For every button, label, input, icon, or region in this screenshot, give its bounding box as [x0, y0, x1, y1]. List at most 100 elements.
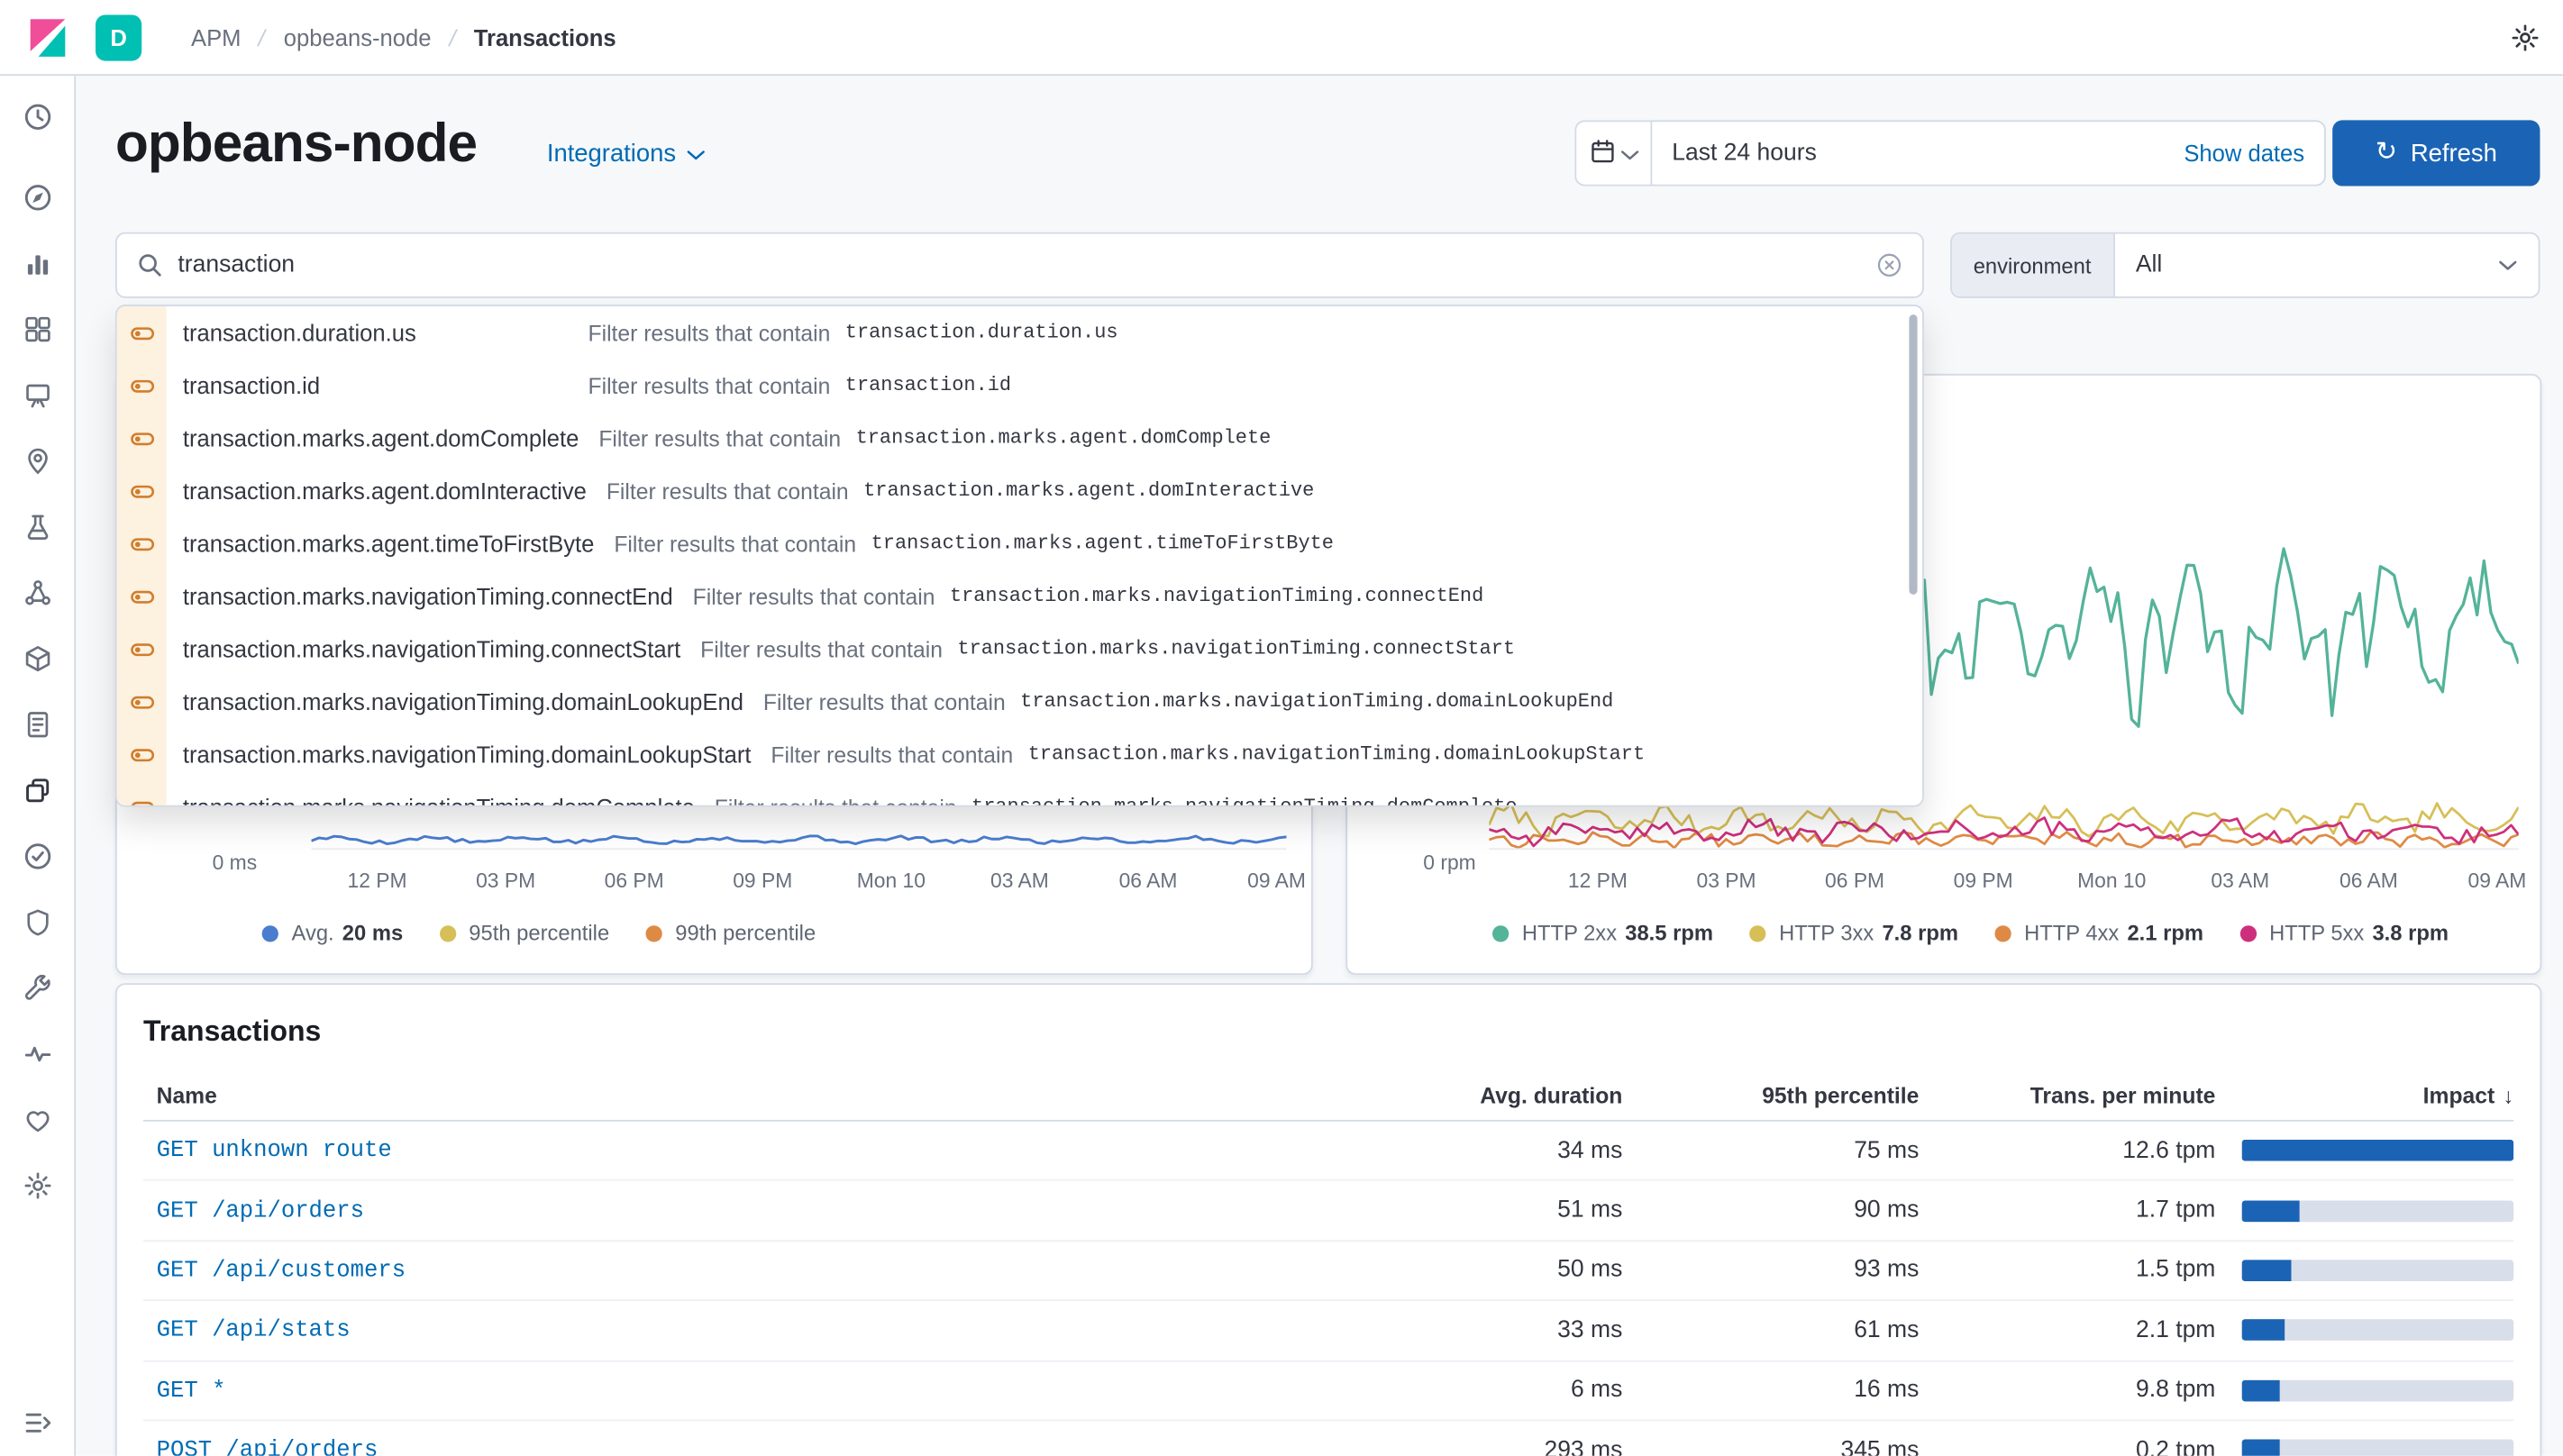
suggestion-item[interactable]: transaction.marks.agent.domInteractive F… — [116, 464, 1922, 517]
table-row[interactable]: GET /api/stats 33 ms 61 ms 2.1 tpm — [143, 1301, 2514, 1361]
nav-stack-monitoring-icon[interactable] — [0, 1021, 75, 1087]
date-range-button[interactable]: Last 24 hours Show dates — [1650, 120, 2326, 187]
nav-dev-tools-icon[interactable] — [0, 955, 75, 1021]
table-row[interactable]: GET /api/customers 50 ms 93 ms 1.5 tpm — [143, 1242, 2514, 1302]
legend-dot-icon — [1749, 924, 1766, 942]
legend-item[interactable]: 99th percentile — [645, 921, 816, 945]
breadcrumb-apm[interactable]: APM — [191, 23, 242, 50]
suggestion-item[interactable]: transaction.marks.navigationTiming.conne… — [116, 622, 1922, 676]
nav-visualize-icon[interactable] — [0, 231, 75, 296]
app-navigation-sidebar — [0, 76, 77, 1456]
clear-icon[interactable] — [1876, 252, 1902, 278]
legend-dot-icon — [261, 924, 278, 942]
kql-field-icon — [116, 359, 167, 412]
calendar-button[interactable] — [1574, 120, 1651, 187]
x-axis-tick: 09 AM — [2467, 869, 2527, 893]
nav-maps-icon[interactable] — [0, 428, 75, 494]
column-header-avg-duration[interactable]: Avg. duration — [1480, 1083, 1623, 1109]
legend-item[interactable]: HTTP 5xx 3.8 rpm — [2239, 921, 2449, 945]
nav-canvas-icon[interactable] — [0, 362, 75, 428]
column-header-impact[interactable]: Impact ↓ — [2422, 1083, 2514, 1109]
nav-security-icon[interactable] — [0, 889, 75, 955]
x-axis-tick: 09 PM — [733, 869, 793, 893]
avg-duration-cell: 33 ms — [1557, 1316, 1623, 1344]
y-axis-zero-label: 0 rpm — [1423, 851, 1476, 875]
nav-dashboard-icon[interactable] — [0, 296, 75, 362]
suggestion-item[interactable]: transaction.duration.us Filter results t… — [116, 305, 1922, 359]
environment-filter-label: environment — [1951, 233, 2115, 297]
transaction-link[interactable]: GET /api/customers — [156, 1258, 406, 1285]
nav-recently-viewed-icon[interactable] — [0, 84, 75, 150]
impact-bar — [2241, 1379, 2514, 1402]
x-axis-tick: 03 AM — [2211, 869, 2270, 893]
nav-apm-icon[interactable] — [0, 758, 75, 824]
table-row[interactable]: POST /api/orders 293 ms 345 ms 0.2 tpm — [143, 1421, 2514, 1456]
column-header-95th[interactable]: 95th percentile — [1762, 1083, 1920, 1109]
suggestion-item[interactable]: transaction.marks.agent.timeToFirstByte … — [116, 516, 1922, 570]
nav-infrastructure-icon[interactable] — [0, 626, 75, 692]
nav-logs-icon[interactable] — [0, 692, 75, 758]
p95-cell: 345 ms — [1840, 1437, 1920, 1456]
suggestion-item[interactable]: transaction.marks.navigationTiming.conne… — [116, 569, 1922, 623]
kql-field-icon — [116, 305, 167, 359]
suggestion-item[interactable]: transaction.marks.navigationTiming.domai… — [116, 675, 1922, 728]
avg-duration-cell: 34 ms — [1557, 1137, 1623, 1164]
table-row[interactable]: GET unknown route 34 ms 75 ms 12.6 tpm — [143, 1122, 2514, 1182]
transaction-link[interactable]: POST /api/orders — [156, 1437, 379, 1456]
nav-machine-learning-icon[interactable] — [0, 494, 75, 560]
x-axis-tick: 03 PM — [476, 869, 536, 893]
legend-item[interactable]: Avg. 20 ms — [261, 921, 403, 945]
column-header-name[interactable]: Name — [156, 1083, 217, 1109]
search-input[interactable] — [178, 251, 1876, 278]
p95-cell: 61 ms — [1854, 1316, 1920, 1344]
refresh-button[interactable]: ↻ Refresh — [2332, 120, 2540, 187]
x-axis-tick: 12 PM — [347, 869, 407, 893]
gear-icon[interactable] — [2511, 23, 2540, 52]
refresh-icon: ↻ — [2375, 138, 2398, 167]
transactions-panel: Transactions Name Avg. duration 95th per… — [114, 983, 2542, 1456]
nav-graph-icon[interactable] — [0, 560, 75, 625]
transaction-link[interactable]: GET * — [156, 1378, 226, 1405]
p95-cell: 16 ms — [1854, 1377, 1920, 1404]
suggestion-item[interactable]: transaction.marks.navigationTiming.domCo… — [116, 780, 1922, 805]
tpm-cell: 0.2 tpm — [2135, 1437, 2216, 1456]
transaction-link[interactable]: GET /api/orders — [156, 1197, 365, 1225]
legend-item[interactable]: HTTP 2xx 38.5 rpm — [1491, 921, 1713, 945]
popover-scrollbar[interactable] — [1909, 314, 1918, 595]
nav-uptime-icon[interactable] — [0, 824, 75, 889]
x-axis-tick: Mon 10 — [856, 869, 926, 893]
nav-discover-icon[interactable] — [0, 165, 75, 231]
legend-dot-icon — [1491, 924, 1510, 942]
kql-field-icon — [116, 569, 167, 623]
environment-select[interactable]: All — [2114, 234, 2539, 296]
impact-bar — [2241, 1199, 2514, 1222]
integrations-dropdown[interactable]: Integrations — [547, 140, 706, 168]
collapse-menu-icon[interactable] — [0, 1393, 76, 1452]
legend-item[interactable]: HTTP 3xx 7.8 rpm — [1749, 921, 1958, 945]
nav-management-icon[interactable] — [0, 1152, 75, 1218]
x-axis-tick: Mon 10 — [2077, 869, 2147, 893]
column-header-tpm[interactable]: Trans. per minute — [2029, 1083, 2216, 1109]
suggestion-item[interactable]: transaction.marks.navigationTiming.domai… — [116, 727, 1922, 781]
kql-search-bar[interactable] — [114, 232, 1924, 298]
breadcrumb-service[interactable]: opbeans-node — [283, 23, 432, 50]
suggestion-item[interactable]: transaction.id Filter results that conta… — [116, 359, 1922, 412]
space-avatar[interactable]: D — [96, 14, 142, 60]
super-date-picker: Last 24 hours Show dates ↻ Refresh — [1574, 120, 2540, 187]
nav-health-icon[interactable] — [0, 1087, 75, 1152]
table-header: Name Avg. duration 95th percentile Trans… — [143, 1072, 2514, 1122]
legend-item[interactable]: 95th percentile — [439, 921, 609, 945]
kql-field-icon — [116, 516, 167, 570]
p95-cell: 75 ms — [1854, 1137, 1920, 1164]
transaction-link[interactable]: GET /api/stats — [156, 1317, 351, 1345]
table-row[interactable]: GET /api/orders 51 ms 90 ms 1.7 tpm — [143, 1181, 2514, 1242]
tpm-cell: 1.7 tpm — [2135, 1197, 2216, 1224]
breadcrumb: APM / opbeans-node / Transactions — [191, 23, 616, 50]
legend-item[interactable]: HTTP 4xx 2.1 rpm — [1994, 921, 2203, 945]
show-dates-link[interactable]: Show dates — [2184, 140, 2305, 167]
transaction-link[interactable]: GET unknown route — [156, 1138, 392, 1165]
kibana-logo[interactable] — [26, 15, 69, 59]
table-row[interactable]: GET * 6 ms 16 ms 9.8 tpm — [143, 1361, 2514, 1422]
suggestion-item[interactable]: transaction.marks.agent.domComplete Filt… — [116, 411, 1922, 465]
